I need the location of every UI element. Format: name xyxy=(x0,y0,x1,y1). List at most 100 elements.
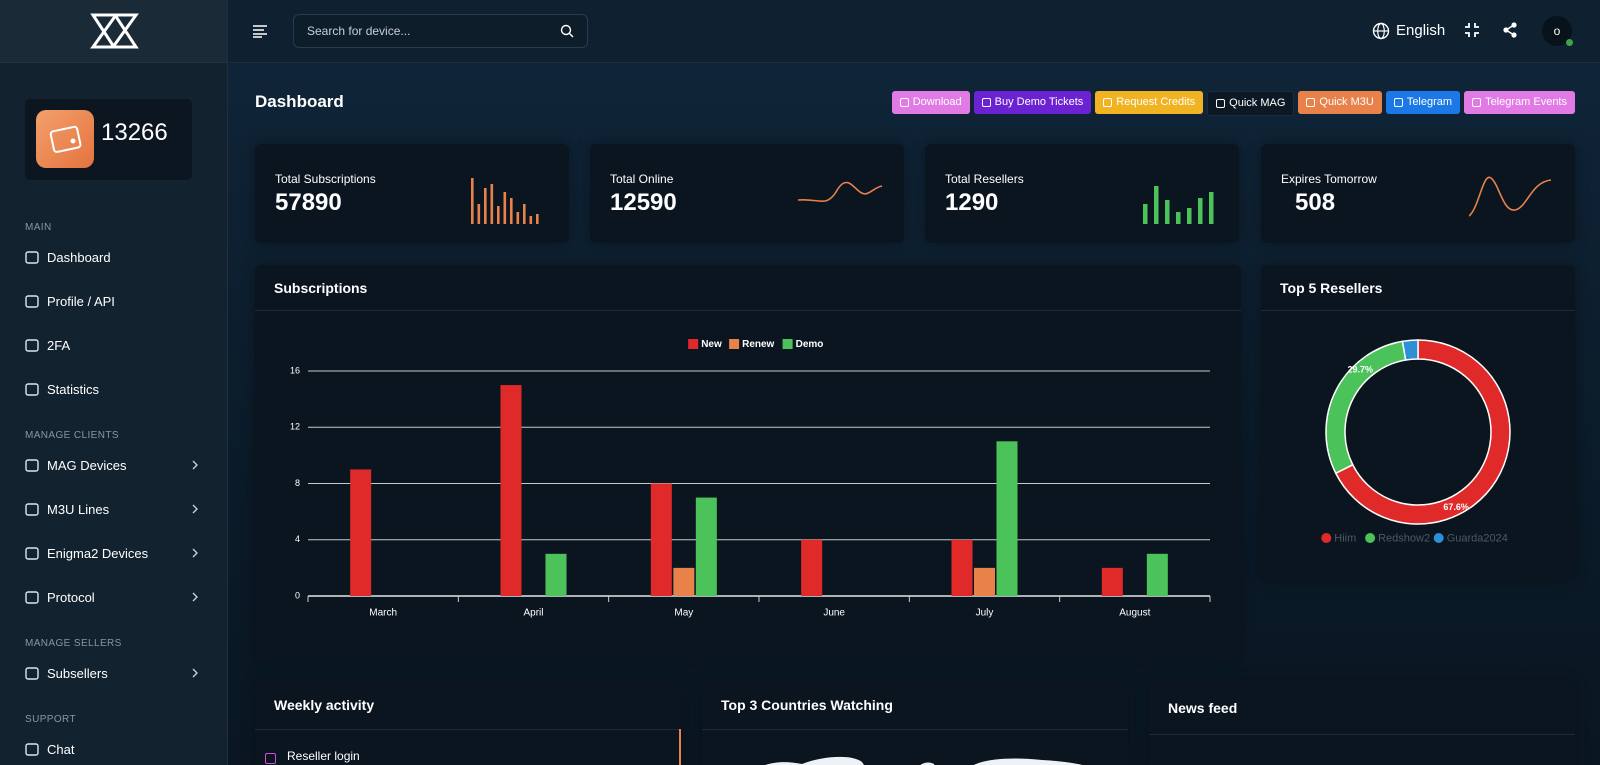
legend-dot xyxy=(1321,533,1332,543)
activity-icon xyxy=(265,753,276,764)
chevron xyxy=(192,592,198,602)
pie-slice xyxy=(1401,339,1419,361)
activity-item: Reseller login xyxy=(287,749,360,763)
chevron xyxy=(192,668,198,678)
fullscreen-icon[interactable] xyxy=(1464,22,1480,38)
section-title: MANAGE SELLERS xyxy=(25,638,122,649)
button-icon xyxy=(1393,98,1403,107)
bar xyxy=(500,385,522,596)
sparkline-bar xyxy=(1154,186,1159,224)
card-divider xyxy=(255,310,1241,311)
icon-shape xyxy=(25,459,39,472)
subscriptions-card: Subscriptions xyxy=(255,265,1241,661)
stat-value: 1290 xyxy=(945,189,999,216)
x-tick-label: June xyxy=(823,608,845,619)
action-button[interactable]: Telegram xyxy=(1385,91,1461,114)
stat-label: Total Resellers xyxy=(945,172,1024,186)
menu-item[interactable]: Profile / API xyxy=(47,294,115,309)
sparkline-chart xyxy=(471,178,539,224)
x-tick-label: April xyxy=(523,608,543,619)
balance-card: 13266 xyxy=(25,99,192,180)
button-label: Download xyxy=(912,96,962,108)
menu-icon xyxy=(25,383,39,396)
action-button[interactable]: Quick MAG xyxy=(1207,91,1295,116)
action-button[interactable]: Request Credits xyxy=(1095,91,1204,114)
y-tick-label: 8 xyxy=(295,478,300,488)
legend-dot xyxy=(1365,533,1376,543)
pie-slice xyxy=(1325,340,1407,475)
action-button[interactable]: Quick M3U xyxy=(1298,91,1382,114)
bar xyxy=(673,567,695,596)
sparkline-bar xyxy=(503,192,507,224)
chevron xyxy=(192,504,198,514)
bar xyxy=(801,539,823,596)
stat-card: Total Online 12590 xyxy=(590,144,904,243)
pie-slice xyxy=(1334,339,1511,525)
language[interactable]: English xyxy=(1396,22,1446,39)
icon-shape xyxy=(25,295,39,308)
action-button[interactable]: Buy Demo Tickets xyxy=(973,91,1092,114)
world-map xyxy=(765,756,1083,765)
menu-item[interactable]: Enigma2 Devices xyxy=(47,546,149,561)
sparkline xyxy=(1469,176,1552,217)
card-divider xyxy=(255,729,681,730)
sparkline-chart xyxy=(798,181,883,203)
button-icon xyxy=(1306,98,1316,107)
wallet-icon xyxy=(36,110,94,168)
x-tick-label: August xyxy=(1119,608,1150,619)
logo-area[interactable] xyxy=(0,0,227,63)
chevron xyxy=(192,460,198,470)
menu-item[interactable]: Protocol xyxy=(47,590,95,605)
x-tick-label: May xyxy=(674,608,693,619)
chevron-path xyxy=(192,668,198,678)
timeline-line xyxy=(679,729,681,765)
stat-value: 57890 xyxy=(275,189,342,216)
action-button[interactable]: Download xyxy=(891,91,970,114)
chevron-path xyxy=(192,504,198,514)
stat-value: 12590 xyxy=(610,189,677,216)
menu-item[interactable]: Statistics xyxy=(47,382,100,397)
x-tick-label: March xyxy=(369,608,397,619)
menu-icon xyxy=(25,743,39,756)
menu-item[interactable]: M3U Lines xyxy=(47,502,110,517)
search-box[interactable]: Search for device... xyxy=(293,14,588,48)
menu-item[interactable]: Chat xyxy=(47,742,75,757)
button-label: Quick MAG xyxy=(1229,97,1286,109)
chevron-path xyxy=(192,592,198,602)
button-icon xyxy=(1216,99,1226,108)
action-button[interactable]: Telegram Events xyxy=(1464,91,1575,114)
action-buttons: Download Buy Demo Tickets Request Credits Q… xyxy=(888,91,1575,116)
menu-toggle[interactable] xyxy=(252,24,268,38)
menu-item[interactable]: 2FA xyxy=(47,338,71,353)
legend-label: Guarda2024 xyxy=(1447,532,1508,544)
chevron-path xyxy=(192,460,198,470)
card-title: Top 5 Resellers xyxy=(1280,280,1383,296)
button-label: Request Credits xyxy=(1116,96,1196,108)
sparkline-bar xyxy=(510,198,513,224)
menu-item[interactable]: Dashboard xyxy=(47,250,111,265)
slice-label: 29.7% xyxy=(1347,365,1373,375)
sparkline-bar xyxy=(516,212,520,224)
legend-swatch xyxy=(729,339,740,349)
y-tick-label: 16 xyxy=(290,365,300,375)
menu-icon xyxy=(25,459,39,472)
section-title: MAIN xyxy=(25,222,52,233)
icon-shape xyxy=(25,251,39,264)
menu-item[interactable]: MAG Devices xyxy=(47,458,127,473)
sparkline-bar xyxy=(471,178,474,224)
sparkline-bar xyxy=(1209,192,1214,224)
menu-item[interactable]: Subsellers xyxy=(47,666,108,681)
bar xyxy=(350,469,372,596)
sparkline-chart xyxy=(1469,176,1552,217)
legend-dot xyxy=(1433,533,1444,543)
card-divider xyxy=(1261,310,1575,311)
legend-label: Renew xyxy=(742,339,774,350)
sparkline-bar xyxy=(497,206,500,224)
search-icon xyxy=(560,24,574,38)
weekly-card: Weekly activity Reseller login xyxy=(255,682,681,765)
share-icon[interactable] xyxy=(1502,22,1518,38)
sparkline-bar xyxy=(523,204,526,224)
x-tick-label: July xyxy=(976,608,994,619)
button-label: Telegram Events xyxy=(1485,96,1567,108)
